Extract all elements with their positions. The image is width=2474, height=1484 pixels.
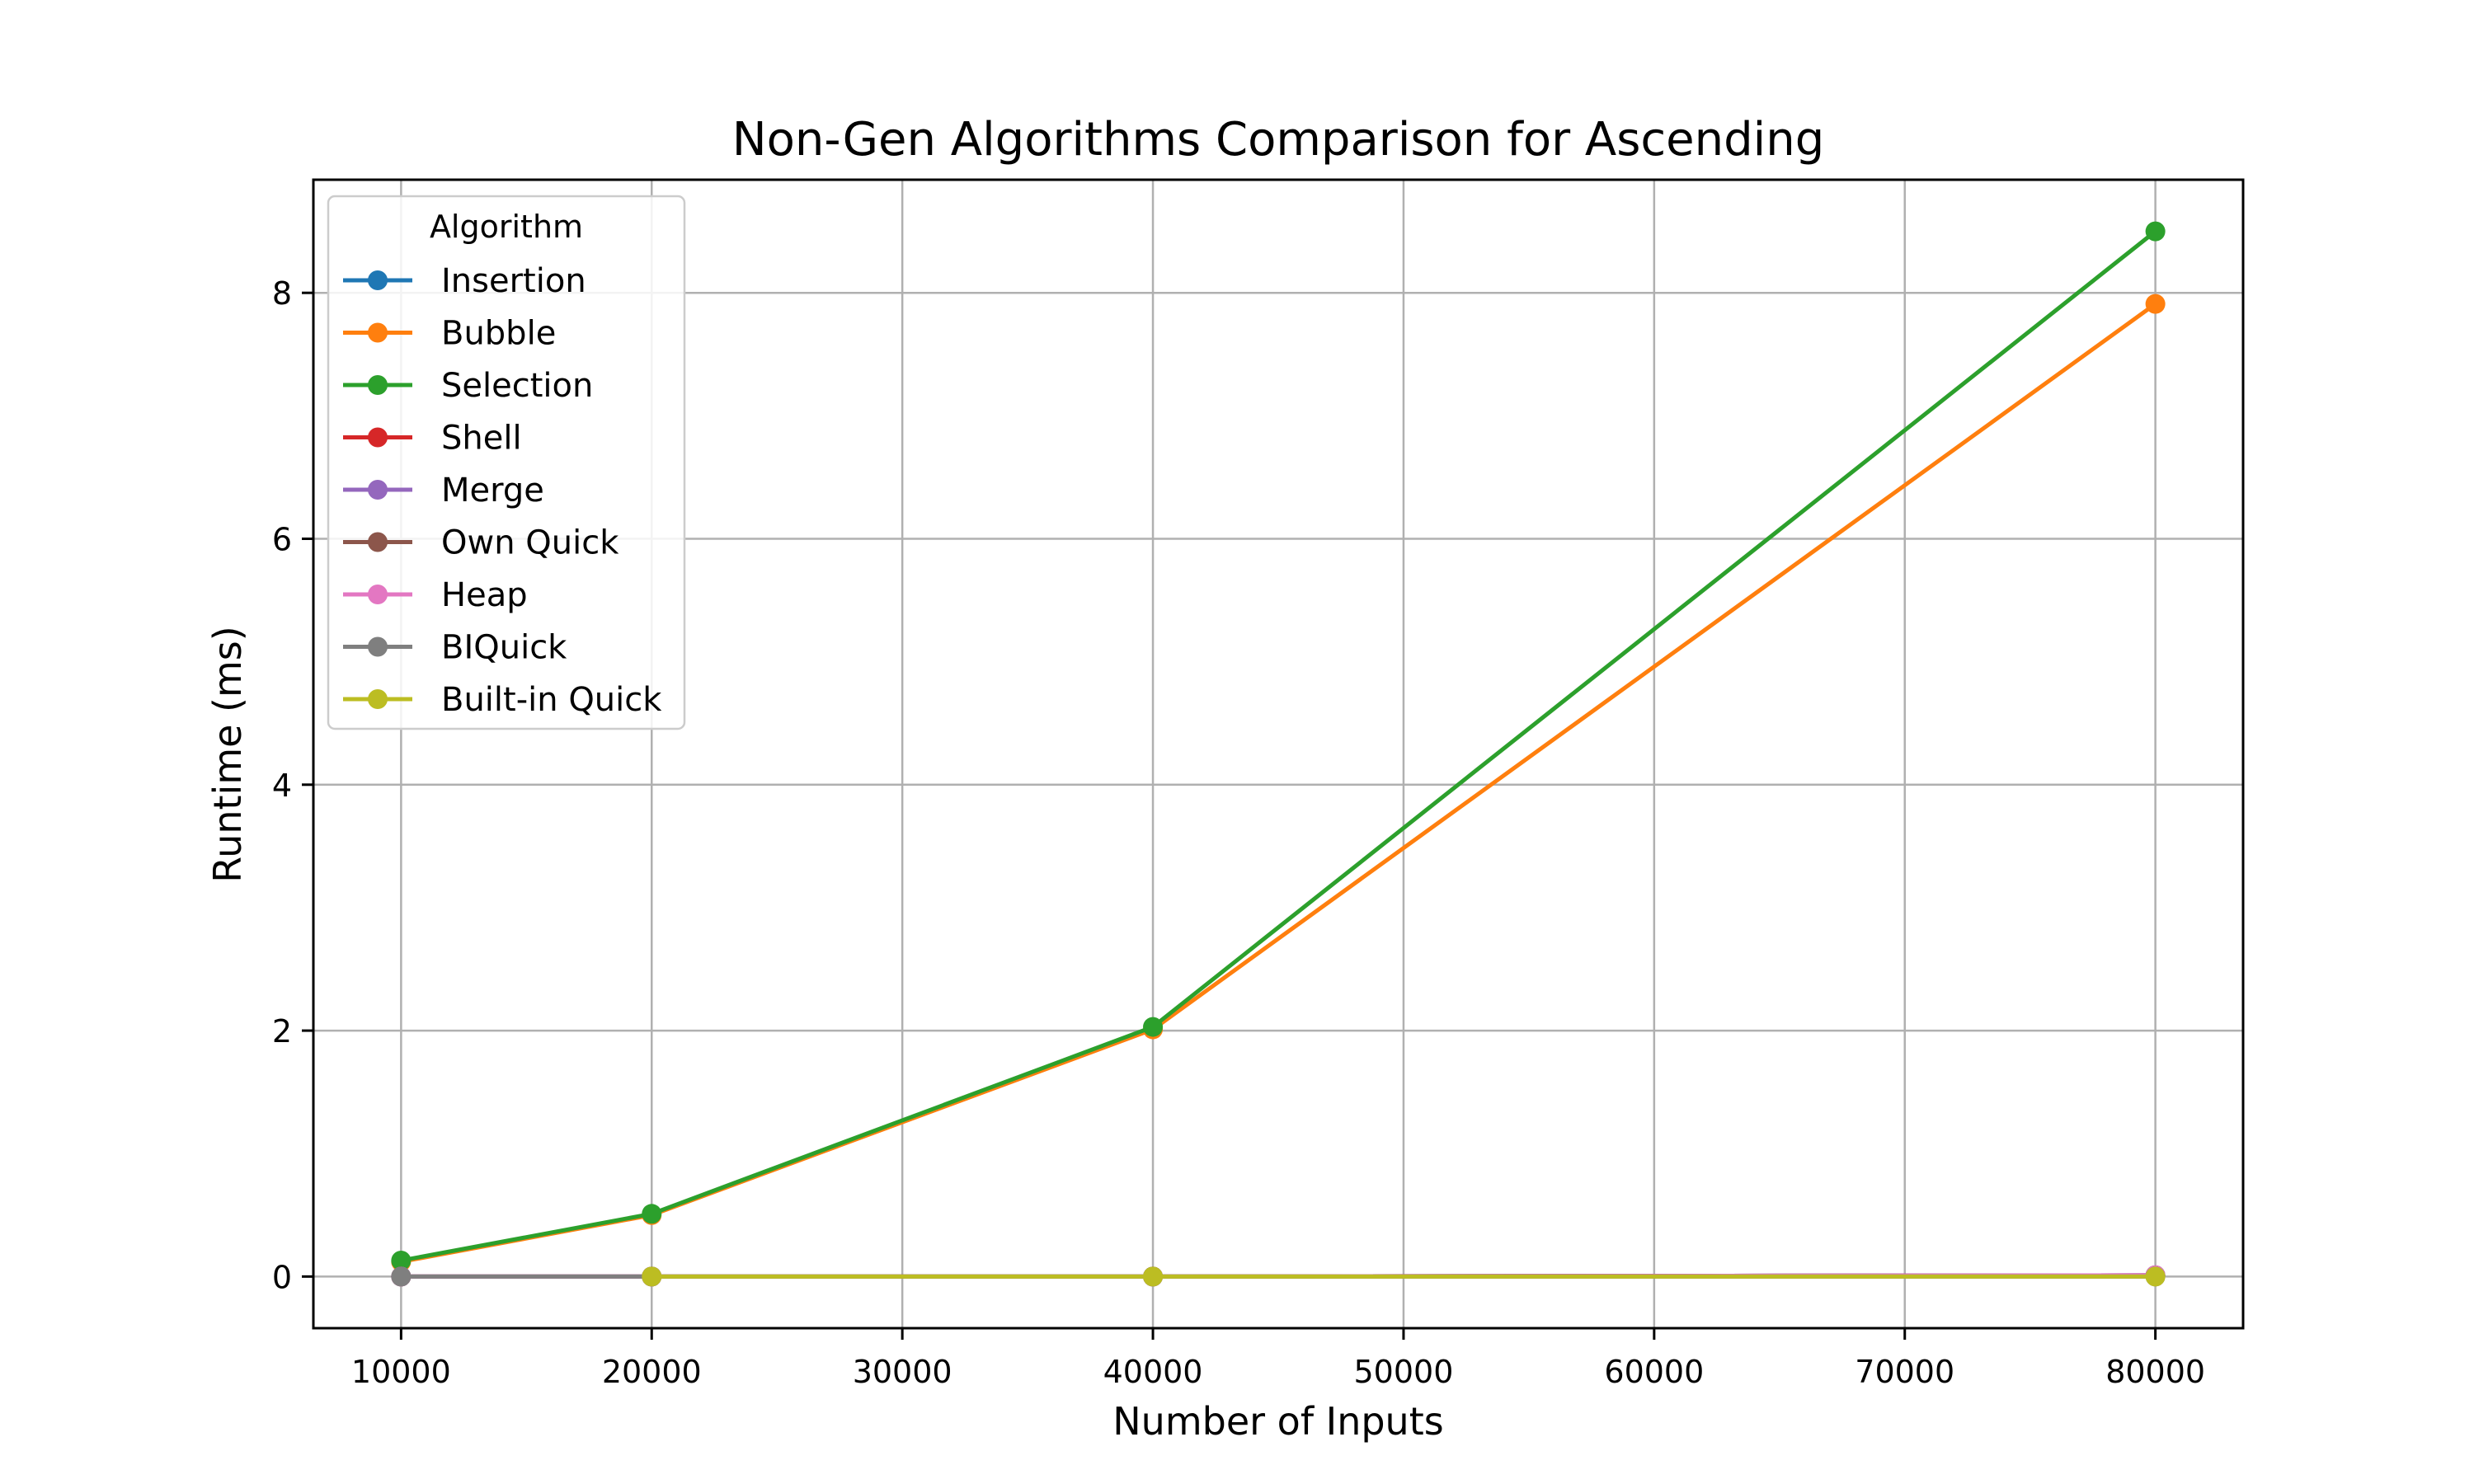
legend-swatch-marker xyxy=(368,322,388,343)
legend-swatch-marker xyxy=(368,427,388,448)
legend-entry: BIQuick xyxy=(343,629,567,667)
legend-label: Own Quick xyxy=(441,524,619,562)
legend-title: Algorithm xyxy=(430,209,583,245)
legend-entries: Insertion Bubble Selection Shell Merge Own Qu… xyxy=(343,262,662,719)
data-point xyxy=(2145,294,2166,314)
y-tick-label: 6 xyxy=(272,521,292,557)
legend-label: Merge xyxy=(441,472,544,510)
legend: Algorithm Insertion Bubble Selection Shell M… xyxy=(327,195,686,730)
data-point xyxy=(2145,221,2166,242)
legend-entry: Bubble xyxy=(343,315,556,353)
x-tick-label: 80000 xyxy=(2105,1354,2205,1390)
y-axis-label: Runtime (ms) xyxy=(205,626,250,882)
legend-swatch-marker xyxy=(368,480,388,500)
data-point xyxy=(391,1266,412,1287)
x-ticks: 10000 20000 30000 40000 50000 60000 70000 80000 xyxy=(351,1328,2205,1390)
data-point xyxy=(391,1250,412,1270)
legend-label: BIQuick xyxy=(441,629,567,667)
legend-entry: Heap xyxy=(343,576,528,614)
legend-entry: Merge xyxy=(343,472,544,510)
legend-entry: Shell xyxy=(343,420,522,458)
series-selection xyxy=(391,221,2166,1270)
legend-swatch-marker xyxy=(368,636,388,657)
legend-label: Insertion xyxy=(441,262,586,300)
series-line xyxy=(400,229,2157,1263)
data-point xyxy=(642,1266,662,1287)
plot-frame xyxy=(312,178,2245,1330)
legend-swatch-marker xyxy=(368,585,388,604)
legend-swatch-marker xyxy=(368,375,388,395)
legend-label: Shell xyxy=(441,420,522,458)
x-tick-label: 30000 xyxy=(853,1354,952,1390)
x-tick-label: 40000 xyxy=(1103,1354,1203,1390)
legend-entry: Insertion xyxy=(343,262,586,300)
legend-label: Selection xyxy=(441,367,593,405)
legend-box xyxy=(327,195,686,730)
legend-label: Bubble xyxy=(441,315,556,353)
legend-swatch-marker xyxy=(368,532,388,552)
data-point xyxy=(1143,1266,1164,1287)
chart-title: Non-Gen Algorithms Comparison for Ascend… xyxy=(732,113,1825,167)
x-tick-label: 60000 xyxy=(1604,1354,1704,1390)
x-tick-label: 70000 xyxy=(1855,1354,1954,1390)
data-point xyxy=(2145,1266,2166,1287)
legend-swatch-marker xyxy=(368,689,388,709)
y-tick-label: 2 xyxy=(272,1013,292,1050)
legend-entry: Own Quick xyxy=(343,524,619,562)
x-tick-label: 10000 xyxy=(351,1354,451,1390)
legend-entry: Selection xyxy=(343,367,593,405)
legend-label: Heap xyxy=(441,576,528,614)
x-axis-label: Number of Inputs xyxy=(1112,1399,1443,1444)
legend-entry: Built-in Quick xyxy=(343,681,662,719)
x-tick-label: 20000 xyxy=(602,1354,702,1390)
series-layer xyxy=(391,221,2166,1287)
data-point xyxy=(1143,1017,1164,1037)
y-tick-label: 0 xyxy=(272,1259,292,1295)
x-tick-label: 50000 xyxy=(1354,1354,1454,1390)
legend-label: Built-in Quick xyxy=(441,681,662,719)
series-built-in-quick xyxy=(642,1266,2166,1287)
y-tick-label: 8 xyxy=(272,275,292,312)
y-tick-label: 4 xyxy=(272,768,292,804)
data-point xyxy=(642,1204,662,1224)
y-ticks: 0 2 4 6 8 xyxy=(272,275,313,1295)
legend-swatch-marker xyxy=(368,270,388,290)
